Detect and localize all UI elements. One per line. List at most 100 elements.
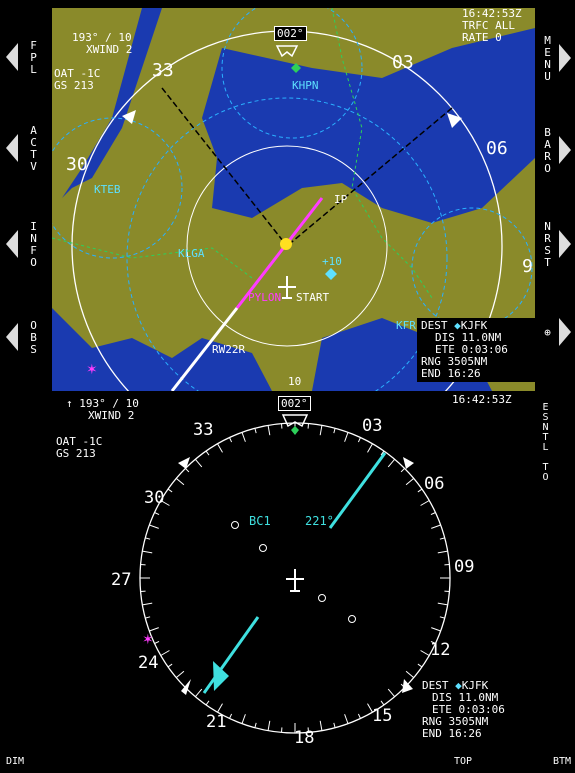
- compass-tick: [431, 524, 441, 529]
- compass-tick: [160, 650, 170, 656]
- compass-tick: [154, 512, 160, 516]
- right-arrow-icon: [559, 136, 571, 164]
- hsi-dest-id: KJFK: [461, 679, 489, 692]
- declutter-button[interactable]: ⊕: [541, 312, 575, 352]
- compass-tick: [344, 432, 349, 442]
- waypoint-kfr[interactable]: KFR: [396, 319, 416, 332]
- hsi-compass-09: 09: [454, 557, 475, 577]
- compass-tick: [267, 720, 271, 731]
- compass-tick: [430, 512, 436, 516]
- hsi-compass-12: 12: [430, 640, 451, 660]
- map-wind-dir: 193° / 10: [72, 31, 132, 44]
- actv-button[interactable]: ACTV: [6, 118, 46, 178]
- hsi-compass-21: 21: [206, 712, 227, 732]
- cyan-traffic-diamond: [325, 268, 337, 280]
- esntl-to-button[interactable]: ESNTL TO: [540, 402, 573, 482]
- hsi-dest-box: DEST ◆KJFK DIS 11.0NM ETE 0:03:06 RNG 35…: [422, 680, 505, 740]
- waypoint-kteb[interactable]: KTEB: [94, 183, 121, 196]
- map-ete: ETE 0:03:06: [435, 343, 508, 356]
- compass-tick: [267, 425, 271, 436]
- compass-tick: [145, 537, 151, 540]
- hsi-compass-24: 24: [138, 653, 159, 673]
- compass-tick: [319, 425, 323, 436]
- compass-tick: [229, 437, 233, 443]
- ndb-dot: [348, 615, 356, 623]
- left-arrow-icon: [6, 230, 18, 258]
- heading-bug: [275, 45, 299, 58]
- khpn-diamond: [291, 63, 301, 73]
- dest-diamond-icon: ◆: [454, 319, 461, 332]
- map-compass-33: 33: [152, 60, 174, 81]
- compass-tick: [142, 550, 153, 554]
- compass-tick: [380, 450, 385, 456]
- own-ship-aircraft: [286, 569, 304, 592]
- hsi-dest-label: DEST: [422, 679, 449, 692]
- magenta-star: ✶: [142, 632, 154, 648]
- compass-tick: [430, 640, 436, 644]
- inner-range-ring: [186, 145, 388, 347]
- waypoint-khpn[interactable]: KHPN: [292, 79, 319, 92]
- hsi-heading-readout: 002°: [278, 396, 311, 411]
- compass-tick: [357, 713, 361, 719]
- waypoint-ip[interactable]: IP: [334, 193, 348, 206]
- declutter-label: ⊕: [541, 326, 554, 338]
- compass-tick: [145, 616, 151, 619]
- altitude-tag: +10: [322, 255, 342, 268]
- compass-tick: [254, 428, 257, 434]
- hsi-wind: ↑ 193° / 10 XWIND 2: [66, 398, 139, 422]
- map-rng: RNG 3505NM: [421, 355, 488, 368]
- compass-tick: [344, 714, 349, 724]
- map-end: END 16:26: [421, 367, 481, 380]
- bay-water: [52, 308, 272, 391]
- baro-button[interactable]: BARO: [541, 120, 575, 180]
- compass-tick: [405, 477, 415, 486]
- hsi-end: END 16:26: [422, 727, 482, 740]
- ndb-dot: [259, 544, 267, 552]
- fpl-button[interactable]: FPL: [6, 32, 46, 82]
- hudson-river-water: [62, 8, 162, 198]
- compass-tick: [367, 703, 373, 713]
- waypoint-klga[interactable]: KLGA: [178, 247, 205, 260]
- compass-tick: [167, 663, 173, 668]
- ndb-dot: [231, 521, 239, 529]
- course-needle-head: [328, 452, 387, 529]
- moving-map[interactable]: ✶ 193° / 10 XWIND 2 OAT -1C GS 213 002° …: [52, 8, 535, 391]
- hsi-compass-03: 03: [362, 416, 383, 436]
- compass-tick: [142, 602, 153, 606]
- dim-button[interactable]: DIM: [6, 756, 25, 767]
- compass-tick: [437, 550, 448, 554]
- obs-button[interactable]: OBS: [6, 312, 46, 362]
- hsi-compass-33: 33: [193, 420, 214, 440]
- compass-marker-se: [402, 679, 413, 693]
- left-arrow-icon: [6, 43, 18, 71]
- class-b-ring: [126, 97, 448, 391]
- compass-marker-ne: [403, 457, 414, 469]
- map-oat: OAT -1C: [54, 67, 101, 80]
- compass-tick: [439, 537, 445, 540]
- menu-button[interactable]: MENU: [541, 28, 575, 88]
- esntl-to-label: ESNTL TO: [540, 402, 551, 482]
- btm-button[interactable]: BTM: [553, 756, 572, 767]
- compass-tick: [437, 602, 448, 606]
- top-button[interactable]: TOP: [454, 756, 473, 767]
- airspace-ring-4: [411, 207, 533, 329]
- hsi-compass-15: 15: [372, 706, 393, 726]
- map-dest-box: DEST ◆KJFK DIS 11.0NM ETE 0:03:06 RNG 35…: [417, 318, 535, 382]
- hsi-compass: ✶: [139, 414, 451, 734]
- map-compass-9: 9: [522, 256, 533, 277]
- compass-tick: [387, 458, 396, 468]
- active-leg-magenta: [235, 197, 324, 309]
- compass-tick: [194, 458, 203, 468]
- waypoint-start[interactable]: START: [296, 291, 330, 304]
- waypoint-rw22r[interactable]: RW22R: [212, 343, 246, 356]
- compass-marker-ne: [447, 113, 462, 128]
- map-dest-label: DEST: [421, 319, 448, 332]
- nrst-button[interactable]: NRST: [541, 214, 575, 274]
- info-button[interactable]: INFO: [6, 214, 46, 274]
- compass-tick: [417, 663, 423, 668]
- boundary-line-2: [52, 237, 253, 279]
- wind-arrow-icon: ↑: [66, 397, 73, 410]
- compass-tick: [333, 722, 336, 728]
- waypoint-pylon[interactable]: PYLON: [248, 291, 282, 304]
- dest-diamond-icon: ◆: [455, 679, 462, 692]
